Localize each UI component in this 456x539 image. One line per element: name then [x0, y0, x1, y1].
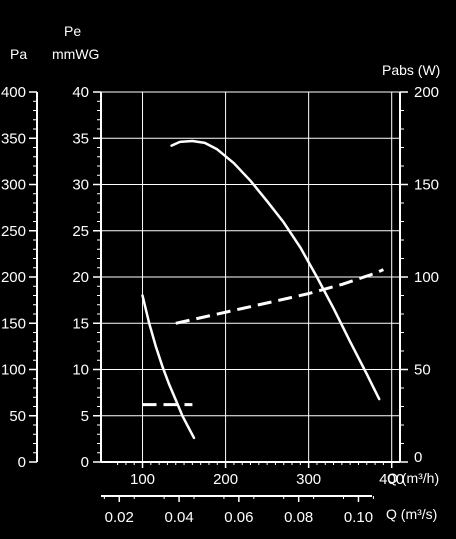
pa-axis-label: Pa: [10, 46, 27, 62]
series-group: [141, 139, 385, 440]
series-line-2: [175, 268, 385, 325]
pabs-axis-tick-label: 0: [414, 449, 422, 466]
m3s-axis-tick-label: 0.02: [105, 509, 134, 526]
pa-axis-tick-label: 200: [1, 269, 26, 286]
pabs-axis-tick-label: 150: [414, 177, 439, 194]
series-line-1: [170, 139, 381, 401]
pabs-axis-tick-label: 50: [414, 362, 431, 379]
m3h-axis-tick-label: 300: [296, 471, 321, 488]
mmwg-axis-top-label: Pe: [64, 23, 81, 39]
m3h-axis-tick-label: 200: [213, 471, 238, 488]
pa-axis-tick-label: 100: [1, 362, 26, 379]
mmwg-axis-tick-label: 10: [72, 362, 89, 379]
pa-axis-tick-label: 250: [1, 223, 26, 240]
m3s-axis-tick-label: 0.06: [224, 509, 253, 526]
pa-axis-tick-label: 350: [1, 130, 26, 147]
m3s-axis-label: Q (m³/s): [386, 506, 437, 522]
pa-axis-tick-label: 0: [18, 454, 26, 471]
pabs-axis-tick-label: 100: [414, 269, 439, 286]
pabs-axis: Pabs (W) 0 50 100 150 200: [382, 62, 440, 466]
pa-axis-tick-label: 400: [1, 84, 26, 101]
mmwg-axis-tick-label: 40: [72, 84, 89, 101]
m3h-axis: Q (m³/h) 100 200 300 400: [101, 461, 439, 488]
mmwg-axis-tick-label: 5: [81, 408, 89, 425]
m3s-axis-tick-label: 0.04: [164, 509, 193, 526]
pa-axis-tick-label: 50: [9, 408, 26, 425]
m3h-axis-tick-label: 100: [130, 471, 155, 488]
mmwg-axis: Pe mmWG 0 5 10 15 20 25 30 35 40: [52, 23, 102, 471]
pa-axis: Pa 0 50 100 150 200 250 300 350 400: [1, 46, 38, 471]
m3s-axis-tick-label: 0.10: [344, 509, 373, 526]
m3s-axis: Q (m³/s) 0.02 0.04 0.06 0.08 0.10: [101, 495, 437, 526]
mmwg-axis-tick-label: 25: [72, 223, 89, 240]
pa-axis-tick-label: 150: [1, 315, 26, 332]
mmwg-axis-tick-label: 30: [72, 177, 89, 194]
pa-axis-tick-label: 300: [1, 177, 26, 194]
pabs-axis-tick-label: 200: [414, 84, 439, 101]
m3h-axis-label: Q (m³/h): [387, 470, 439, 486]
mmwg-axis-tick-label: 35: [72, 130, 89, 147]
m3h-axis-tick-label: 400: [379, 471, 404, 488]
mmwg-axis-tick-label: 15: [72, 315, 89, 332]
mmwg-axis-tick-label: 0: [81, 454, 89, 471]
series-line-3: [141, 294, 196, 440]
m3s-axis-tick-label: 0.08: [284, 509, 313, 526]
grid: [101, 91, 400, 462]
pabs-axis-label: Pabs (W): [382, 62, 440, 78]
mmwg-axis-tick-label: 20: [72, 269, 89, 286]
mmwg-axis-label: mmWG: [52, 46, 99, 62]
